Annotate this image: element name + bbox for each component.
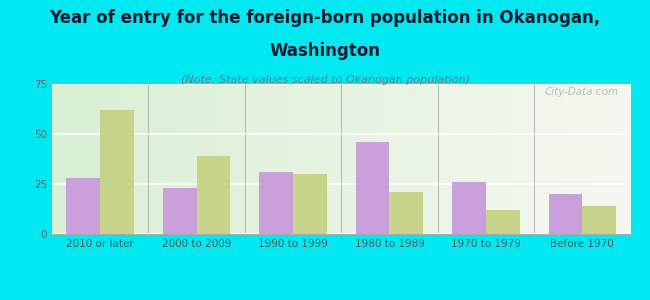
Text: Washington: Washington [270, 42, 380, 60]
Text: City-Data.com: City-Data.com [545, 87, 619, 97]
Bar [356, 142, 389, 234]
Bar [66, 178, 100, 234]
Bar [100, 110, 134, 234]
Bar [582, 206, 616, 234]
Legend: Okanogan, Washington: Okanogan, Washington [222, 297, 460, 300]
Bar [163, 188, 196, 234]
Bar [196, 156, 230, 234]
Text: Year of entry for the foreign-born population in Okanogan,: Year of entry for the foreign-born popul… [49, 9, 601, 27]
Bar [549, 194, 582, 234]
Text: (Note: State values scaled to Okanogan population): (Note: State values scaled to Okanogan p… [181, 75, 469, 85]
Bar [259, 172, 293, 234]
Bar [486, 210, 519, 234]
Bar [293, 174, 327, 234]
Bar [389, 192, 423, 234]
Bar [452, 182, 486, 234]
